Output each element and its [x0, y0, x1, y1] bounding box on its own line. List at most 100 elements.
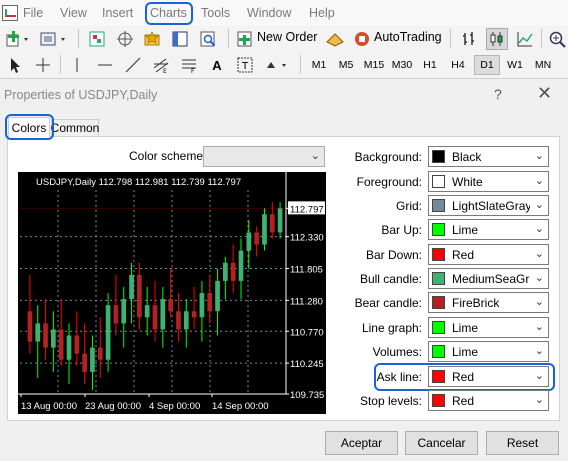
metaeditor-button[interactable] — [324, 28, 346, 50]
app-icon[interactable] — [2, 5, 18, 21]
trendline-button[interactable] — [122, 54, 144, 76]
candlestick-icon — [490, 32, 503, 46]
new-order-button[interactable]: New Order — [257, 30, 318, 44]
new-chart-icon — [6, 31, 28, 47]
menu-window[interactable]: Window — [247, 6, 292, 20]
new-order-icon-button[interactable] — [235, 28, 255, 50]
candle-body — [27, 311, 33, 342]
market-watch-button[interactable] — [86, 28, 108, 50]
cancel-button[interactable]: Cancelar — [405, 431, 478, 455]
timeframe-m1[interactable]: M1 — [311, 59, 327, 71]
zoom-in-button[interactable] — [547, 28, 567, 50]
tab-colors[interactable]: Colors — [8, 117, 50, 137]
line-chart-button[interactable] — [514, 28, 536, 50]
grid-color-select[interactable]: LightSlateGray ⌄ — [428, 195, 549, 216]
autotrading-icon-button[interactable] — [351, 28, 373, 50]
fibonacci-button[interactable]: F — [178, 54, 200, 76]
cursor-button[interactable] — [5, 54, 25, 76]
equidistant-channel-button[interactable]: E — [150, 54, 172, 76]
date-label: 23 Aug 00:00 — [85, 401, 141, 412]
color-scheme-label: Color scheme: — [129, 149, 207, 163]
crosshair-button[interactable] — [114, 28, 136, 50]
menu-bar: File View Insert Charts Tools Window Hel… — [0, 0, 568, 26]
terminal-icon — [172, 31, 188, 47]
stop-levels-color-select[interactable]: Red ⌄ — [428, 390, 549, 411]
timeframe-h4[interactable]: H4 — [451, 59, 465, 71]
vertical-line-button[interactable] — [66, 54, 88, 76]
candle-body — [207, 293, 213, 312]
bar-down-color-select[interactable]: Red ⌄ — [428, 244, 549, 265]
timeframe-mn[interactable]: MN — [534, 59, 552, 71]
candlestick-chart-button[interactable] — [486, 28, 508, 50]
candle-body — [82, 353, 87, 372]
crosshair-tool-button[interactable] — [32, 54, 54, 76]
candle-body — [152, 305, 158, 330]
timeframe-d1[interactable]: D1 — [474, 55, 500, 75]
candle-body — [58, 329, 64, 360]
color-swatch — [432, 248, 445, 261]
profiles-button[interactable] — [37, 28, 71, 50]
candle-body — [168, 299, 173, 312]
candle-body — [129, 274, 134, 300]
color-swatch — [432, 272, 445, 285]
line-graph-color-select[interactable]: Lime ⌄ — [428, 317, 549, 338]
menu-charts[interactable]: Charts — [150, 6, 187, 20]
candle-body — [238, 250, 244, 281]
label-stop-levels: Stop levels: — [359, 394, 422, 408]
label-grid: Grid: — [395, 199, 422, 213]
menu-file[interactable]: File — [23, 6, 44, 20]
timeframe-h1[interactable]: H1 — [423, 59, 437, 71]
timeframe-m5[interactable]: M5 — [338, 59, 354, 71]
arrows-button[interactable] — [262, 54, 292, 76]
color-swatch — [432, 223, 445, 236]
bar-up-color-select[interactable]: Lime ⌄ — [428, 219, 549, 240]
close-button[interactable]: ✕ — [537, 83, 553, 103]
timeframe-m30[interactable]: M30 — [391, 59, 413, 71]
foreground-color-select[interactable]: White ⌄ — [428, 171, 549, 192]
strategy-tester-button[interactable] — [197, 28, 219, 50]
menu-insert[interactable]: Insert — [102, 6, 134, 20]
ask-line-color-select[interactable]: Red ⌄ — [428, 366, 549, 387]
price-label: 112.330 — [290, 233, 324, 244]
candle-body — [51, 329, 56, 348]
text-button[interactable]: A — [206, 54, 228, 76]
label-bar-down: Bar Down: — [365, 248, 422, 262]
color-swatch — [432, 175, 445, 188]
timeframe-w1[interactable]: W1 — [507, 59, 523, 71]
bar-chart-button[interactable] — [458, 28, 480, 50]
cursor-icon — [11, 58, 20, 73]
price-label: 110.245 — [290, 359, 324, 370]
text-label-button[interactable]: T — [234, 54, 256, 76]
autotrading-button[interactable]: AutoTrading — [374, 30, 442, 44]
navigator-icon — [117, 31, 133, 47]
horizontal-line-button[interactable] — [94, 54, 116, 76]
timeframe-m15[interactable]: M15 — [363, 59, 385, 71]
bull-candle-color-select[interactable]: MediumSeaGre ⌄ — [428, 268, 549, 289]
background-color-select[interactable]: Black ⌄ — [428, 146, 549, 167]
chevron-down-icon: ⌄ — [534, 150, 544, 162]
help-button[interactable]: ? — [494, 86, 502, 102]
new-chart-button[interactable] — [3, 28, 33, 50]
tab-common[interactable]: Common — [50, 119, 100, 136]
menu-view[interactable]: View — [60, 6, 87, 20]
line-chart-icon — [517, 32, 533, 47]
text-icon: A — [212, 57, 222, 73]
label-line-graph: Line graph: — [361, 321, 422, 335]
color-swatch — [432, 321, 445, 334]
color-name: MediumSeaGre — [452, 272, 530, 286]
terminal-button[interactable] — [169, 28, 191, 50]
menu-tools[interactable]: Tools — [201, 6, 231, 20]
candle-body — [160, 299, 166, 330]
menu-help[interactable]: Help — [309, 6, 335, 20]
charts-highlight — [145, 2, 193, 25]
chevron-down-icon: ⌄ — [534, 248, 544, 260]
accept-button[interactable]: Aceptar — [325, 431, 398, 455]
reset-button[interactable]: Reset — [486, 431, 559, 455]
volumes-color-select[interactable]: Lime ⌄ — [428, 341, 549, 362]
candle-body — [121, 299, 127, 324]
favorites-button[interactable] — [141, 28, 163, 50]
date-label: 4 Sep 00:00 — [149, 401, 200, 412]
candle-body — [230, 262, 236, 281]
bear-candle-color-select[interactable]: FireBrick ⌄ — [428, 292, 549, 313]
color-scheme-select[interactable]: ⌄ — [203, 146, 325, 167]
